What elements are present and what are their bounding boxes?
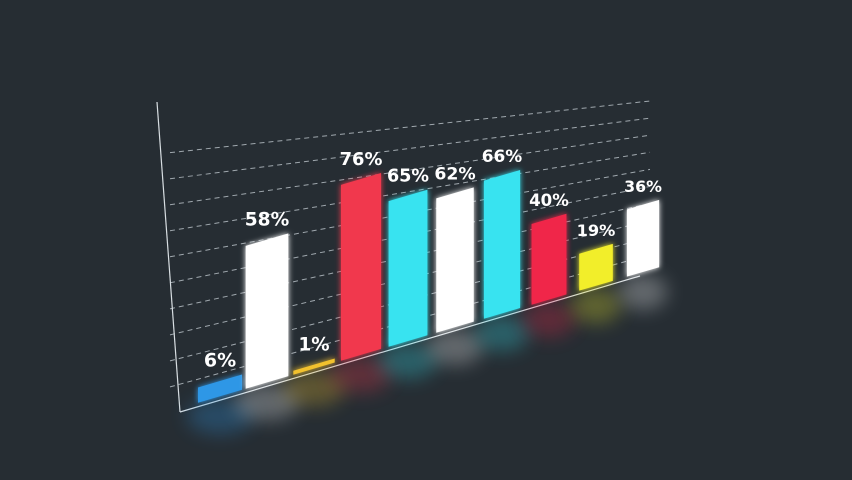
bar — [626, 199, 660, 277]
gridline — [169, 100, 651, 154]
bar-reflection — [330, 356, 392, 393]
bar — [293, 358, 335, 375]
bar-value-label: 58% — [245, 209, 290, 230]
bar-reflections — [187, 273, 668, 435]
bar — [531, 213, 567, 305]
bar-reflection — [522, 301, 576, 338]
bar-value-label: 62% — [434, 164, 475, 184]
bar — [198, 374, 242, 403]
bar — [483, 170, 521, 319]
bar-reflection — [474, 315, 530, 352]
bar — [436, 187, 474, 333]
gridline — [169, 151, 651, 232]
bar — [340, 173, 382, 361]
bar-value-label: 19% — [577, 221, 616, 240]
bar-value-label: 36% — [624, 177, 662, 196]
bar — [579, 243, 613, 291]
bar — [245, 233, 289, 389]
bar-value-label: 65% — [387, 167, 429, 187]
bar-value-label: 6% — [204, 350, 236, 372]
bar-reflection — [234, 384, 300, 421]
bars — [198, 170, 660, 403]
bar-reflection — [282, 370, 346, 407]
y-axis — [156, 101, 181, 413]
bar-value-label: 66% — [482, 146, 523, 166]
bar-value-label: 40% — [529, 191, 569, 210]
bar-value-label: 1% — [298, 335, 329, 356]
bar-reflection — [426, 329, 484, 366]
bar — [388, 189, 428, 347]
bar-reflection — [378, 342, 438, 379]
bar-reflection — [570, 287, 622, 324]
bar-reflection — [618, 273, 668, 310]
value-labels: 6% 58% 1% 76%65% 62% 66% 40% 19% 36% — [204, 146, 662, 372]
bar-value-label: 76% — [340, 149, 383, 170]
